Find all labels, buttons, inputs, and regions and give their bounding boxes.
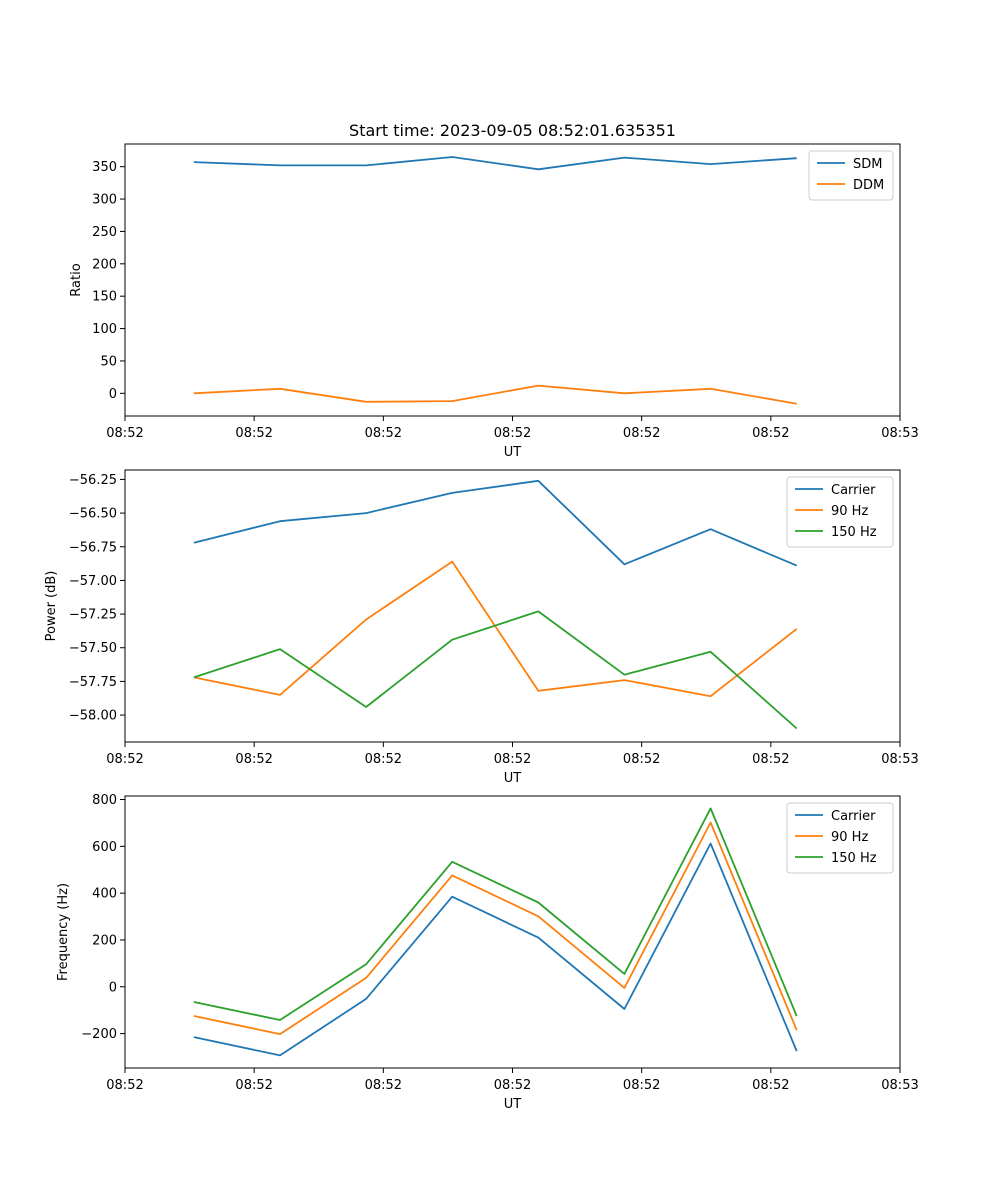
ratio-x-tick-label: 08:52 — [494, 426, 531, 441]
frequency-x-tick-label: 08:52 — [494, 1078, 531, 1093]
frequency-y-tick-label: 400 — [92, 887, 117, 902]
ratio-x-tick-label: 08:53 — [881, 426, 918, 441]
power-x-tick-label: 08:52 — [494, 752, 531, 767]
ratio-y-label: Ratio — [69, 263, 84, 296]
frequency-x-tick-label: 08:52 — [752, 1078, 789, 1093]
ratio-y-tick-label: 50 — [100, 354, 117, 369]
power-y-tick-label: −57.50 — [69, 641, 117, 656]
power-x-label: UT — [504, 771, 522, 786]
frequency-y-ticks: −200 0 200 400 600 800 — [81, 793, 125, 1042]
ratio-legend-label: SDM — [853, 157, 882, 172]
frequency-series-90-hz-line — [193, 821, 798, 1035]
frequency-x-tick-label: 08:53 — [881, 1078, 918, 1093]
frequency-legend-box — [786, 802, 894, 874]
ratio-x-tick-label: 08:52 — [752, 426, 789, 441]
power-x-tick-label: 08:53 — [881, 752, 918, 767]
ratio-y-tick-label: 250 — [92, 225, 117, 240]
power-y-tick-label: −57.00 — [69, 574, 117, 589]
frequency-panel: 08:52 08:52 08:52 08:52 08:52 08:52 08:53 −200… — [56, 793, 919, 1112]
power-axes-frame — [124, 469, 901, 743]
power-y-tick-label: −58.00 — [69, 709, 117, 724]
ratio-x-tick-label: 08:52 — [623, 426, 660, 441]
ratio-y-tick-label: 100 — [92, 322, 117, 337]
ratio-panel: 08:52 08:52 08:52 08:52 08:52 08:52 08:53 0 50 1… — [69, 143, 919, 460]
frequency-x-tick-label: 08:52 — [623, 1078, 660, 1093]
ratio-x-tick-label: 08:52 — [235, 426, 272, 441]
ratio-y-tick-label: 300 — [92, 193, 117, 208]
power-y-tick-label: −56.75 — [69, 540, 117, 555]
power-y-ticks: −58.00 −57.75 −57.50 −57.25 −57.00 −56.75 −56.… — [69, 473, 125, 724]
power-series-150-hz-line — [193, 610, 798, 730]
power-x-tick-label: 08:52 — [235, 752, 272, 767]
power-legend-label: 90 Hz — [831, 504, 868, 519]
power-x-tick-label: 08:52 — [752, 752, 789, 767]
ratio-lines — [193, 156, 797, 405]
ratio-x-tick-label: 08:52 — [365, 426, 402, 441]
power-series-carrier-line — [193, 479, 798, 567]
frequency-y-tick-label: 600 — [92, 840, 117, 855]
frequency-series-150-hz-line — [193, 807, 798, 1021]
frequency-x-tick-label: 08:52 — [235, 1078, 272, 1093]
power-x-tick-label: 08:52 — [623, 752, 660, 767]
power-y-label: Power (dB) — [44, 571, 59, 642]
ratio-y-tick-label: 350 — [92, 160, 117, 175]
ratio-series-ddm-line — [193, 384, 797, 405]
power-legend-label: 150 Hz — [831, 525, 877, 540]
frequency-lines — [193, 807, 798, 1057]
power-y-tick-label: −57.25 — [69, 608, 117, 623]
ratio-y-tick-label: 200 — [92, 257, 117, 272]
power-x-tick-label: 08:52 — [365, 752, 402, 767]
frequency-y-tick-label: 200 — [92, 933, 117, 948]
frequency-y-label: Frequency (Hz) — [56, 883, 71, 981]
frequency-x-tick-label: 08:52 — [365, 1078, 402, 1093]
ratio-x-tick-label: 08:52 — [106, 426, 143, 441]
ratio-y-tick-label: 150 — [92, 290, 117, 305]
chart-title: Start time: 2023-09-05 08:52:01.635351 — [349, 121, 676, 140]
frequency-x-tick-label: 08:52 — [106, 1078, 143, 1093]
power-x-ticks: 08:52 08:52 08:52 08:52 08:52 08:52 08:53 — [106, 742, 919, 767]
ratio-y-tick-label: 0 — [109, 387, 117, 402]
ratio-axes-frame — [124, 143, 901, 417]
frequency-axes-frame — [124, 795, 901, 1069]
ratio-legend: SDM DDM — [808, 150, 894, 201]
frequency-y-tick-label: −200 — [81, 1027, 117, 1042]
power-y-tick-label: −57.75 — [69, 675, 117, 690]
frequency-legend-label: 150 Hz — [831, 851, 877, 866]
power-legend: Carrier 90 Hz 150 Hz — [786, 476, 894, 548]
ratio-series-sdm-line — [193, 156, 797, 171]
power-x-tick-label: 08:52 — [106, 752, 143, 767]
power-y-tick-label: −56.25 — [69, 473, 117, 488]
frequency-legend: Carrier 90 Hz 150 Hz — [786, 802, 894, 874]
frequency-legend-label: Carrier — [831, 809, 876, 824]
ratio-x-label: UT — [504, 445, 522, 460]
frequency-series-carrier-line — [193, 842, 798, 1057]
power-lines — [193, 479, 798, 730]
ratio-x-ticks: 08:52 08:52 08:52 08:52 08:52 08:52 08:53 — [106, 416, 919, 441]
power-legend-box — [786, 476, 894, 548]
ratio-legend-label: DDM — [853, 178, 884, 193]
power-series-90-hz-line — [193, 560, 798, 698]
ratio-y-ticks: 0 50 100 150 200 250 300 350 — [92, 160, 125, 402]
frequency-y-tick-label: 800 — [92, 793, 117, 808]
frequency-x-ticks: 08:52 08:52 08:52 08:52 08:52 08:52 08:53 — [106, 1068, 919, 1093]
power-legend-label: Carrier — [831, 483, 876, 498]
frequency-y-tick-label: 0 — [109, 980, 117, 995]
frequency-legend-label: 90 Hz — [831, 830, 868, 845]
power-panel: 08:52 08:52 08:52 08:52 08:52 08:52 08:53 −58.… — [44, 469, 919, 786]
power-y-tick-label: −56.50 — [69, 507, 117, 522]
frequency-x-label: UT — [504, 1097, 522, 1112]
